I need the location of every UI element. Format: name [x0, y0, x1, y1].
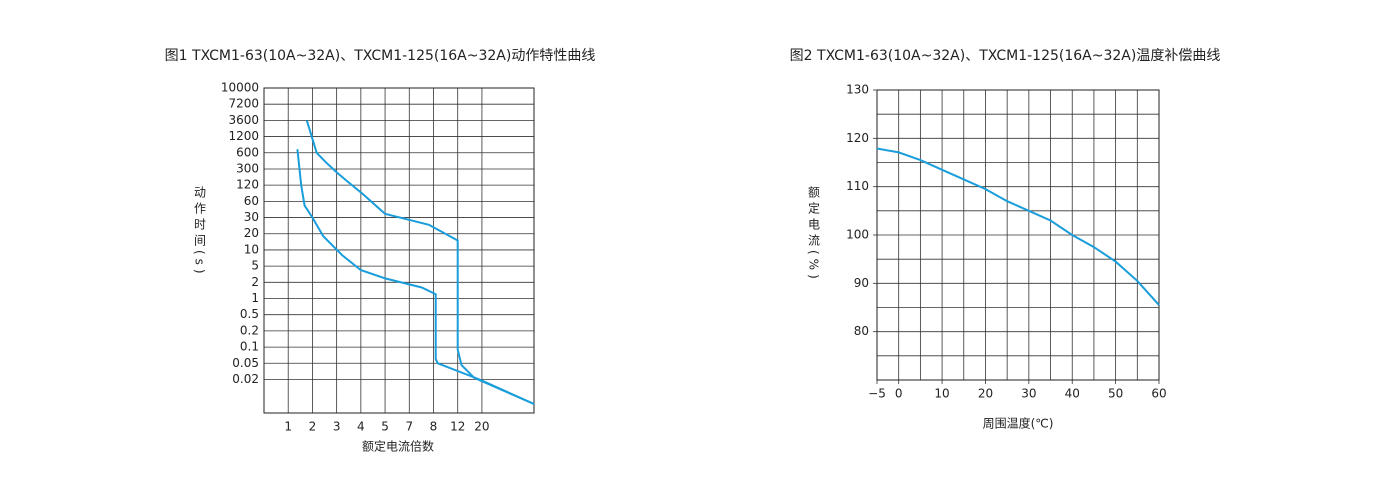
y-tick-label: 0.1 — [240, 340, 259, 354]
x-tick-label: 20 — [978, 387, 993, 401]
x-tick-label: 40 — [1065, 387, 1080, 401]
x-tick-label: 60 — [1151, 387, 1166, 401]
x-tick-label: 10 — [934, 387, 949, 401]
y-tick-label: 0.05 — [232, 356, 259, 370]
chart-title: 图2 TXCM1-63(10A~32A)、TXCM1-125(16A~32A)温… — [790, 48, 1221, 64]
x-tick-label: 12 — [450, 420, 465, 434]
y-tick-label: 120 — [846, 131, 869, 145]
x-tick-label: 8 — [430, 420, 438, 434]
y-tick-label: 20 — [244, 226, 259, 240]
y-tick-label: 10000 — [221, 81, 259, 95]
x-tick-label: 4 — [357, 420, 365, 434]
y-tick-label: 10 — [244, 242, 259, 256]
y-tick-label: 100 — [846, 228, 869, 242]
y-tick-label: 30 — [244, 210, 259, 224]
x-tick-label: 5 — [381, 420, 389, 434]
y-tick-label: 120 — [236, 178, 259, 192]
curve — [876, 147, 1160, 306]
y-tick-label: 130 — [846, 83, 869, 97]
x-tick-label: 3 — [333, 420, 341, 434]
x-tick-label: 50 — [1108, 387, 1123, 401]
curve — [305, 120, 535, 405]
x-axis-label: 额定电流倍数 — [362, 439, 434, 454]
y-tick-label: 2 — [251, 275, 259, 289]
curve — [296, 149, 535, 405]
y-tick-label: 300 — [236, 161, 259, 175]
y-tick-label: 600 — [236, 145, 259, 159]
plot-frame — [876, 89, 1160, 381]
y-tick-label: 0.02 — [232, 372, 259, 386]
y-tick-label: 80 — [854, 324, 869, 338]
y-tick-label: 1200 — [228, 129, 259, 143]
x-tick-label: 7 — [405, 420, 413, 434]
y-tick-label: 0.2 — [240, 323, 259, 337]
x-tick-label: −5 — [868, 387, 886, 401]
y-tick-label: 90 — [854, 276, 869, 290]
y-tick-label: 0.5 — [240, 307, 259, 321]
y-tick-label: 7200 — [228, 97, 259, 111]
y-tick-label: 1 — [251, 291, 259, 305]
x-tick-label: 20 — [474, 420, 489, 434]
y-tick-label: 3600 — [228, 113, 259, 127]
plot-frame — [263, 87, 535, 414]
y-axis-label: 额定电流(%) — [807, 186, 821, 283]
y-axis-label: 动作时间(s) — [193, 186, 207, 278]
x-axis-label: 周围温度(℃) — [983, 416, 1054, 431]
x-tick-label: 1 — [284, 420, 292, 434]
x-tick-label: 2 — [309, 420, 317, 434]
y-tick-label: 110 — [846, 179, 869, 193]
x-tick-label: 0 — [895, 387, 903, 401]
chart-title: 图1 TXCM1-63(10A~32A)、TXCM1-125(16A~32A)动… — [165, 48, 596, 64]
y-tick-label: 60 — [244, 194, 259, 208]
x-tick-label: 30 — [1021, 387, 1036, 401]
y-tick-label: 5 — [251, 259, 259, 273]
